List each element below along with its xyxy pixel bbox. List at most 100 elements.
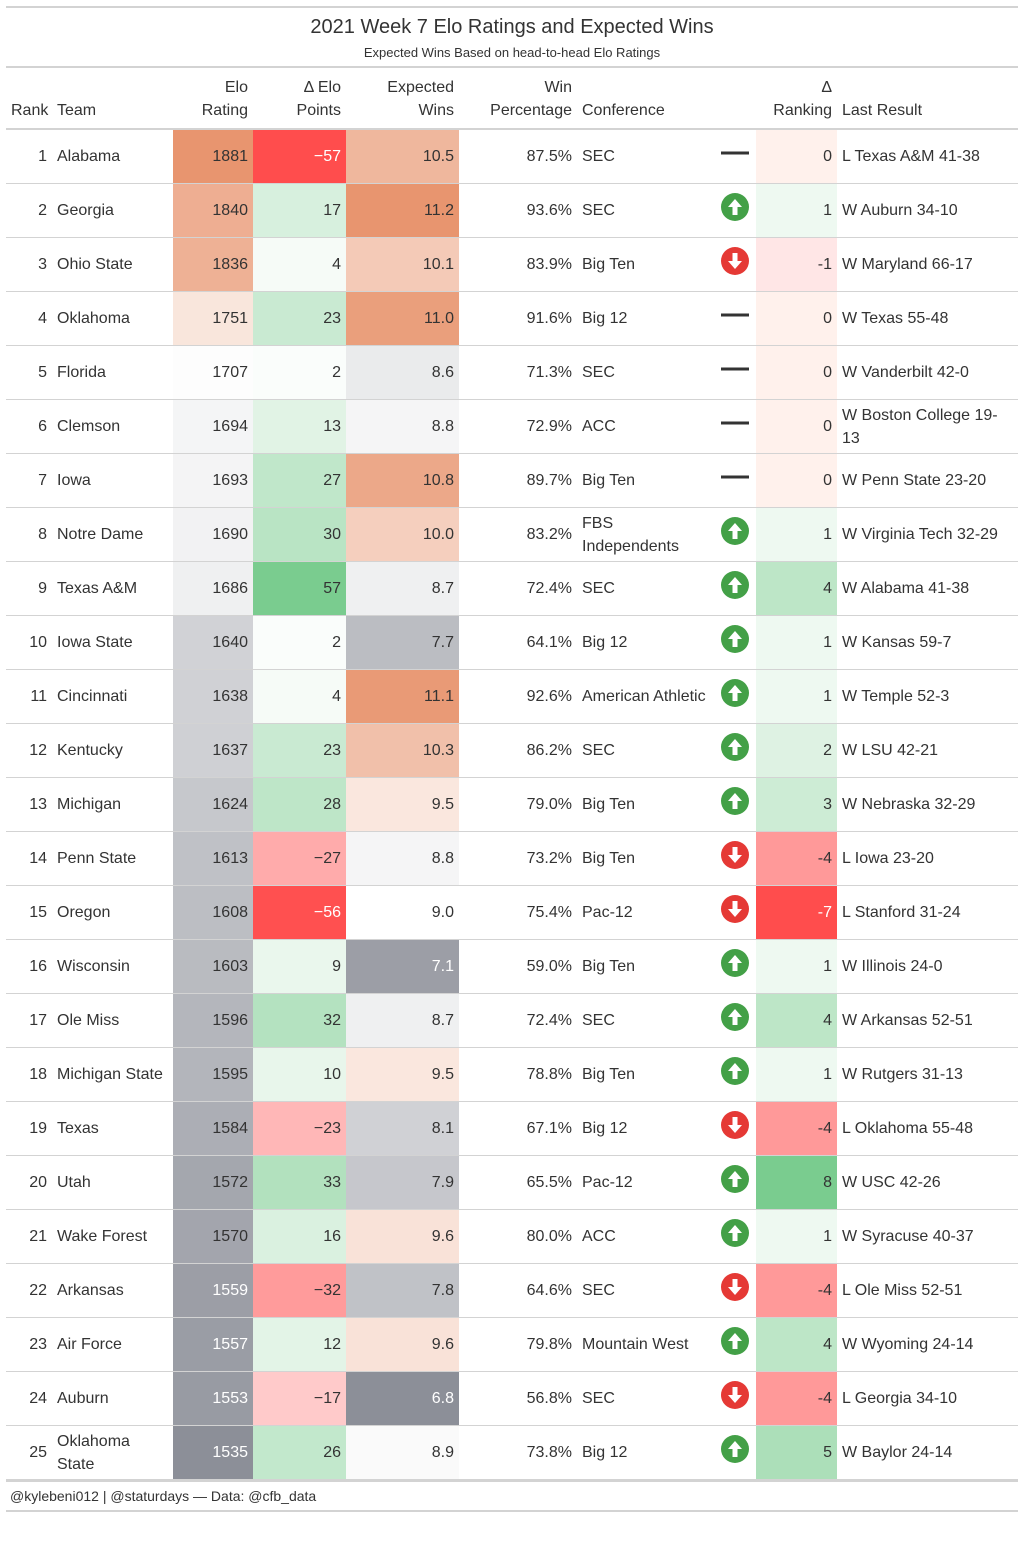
- trend-icon-cell: [714, 183, 756, 238]
- title: 2021 Week 7 Elo Ratings and Expected Win…: [310, 16, 714, 38]
- header-cell: Last Result: [837, 68, 1018, 130]
- dash-icon: [721, 313, 749, 317]
- table-row: 6 Clemson 1694 13 8.8 72.9% ACC 0 W Boston Colle…: [6, 399, 1018, 454]
- table-cell: 4: [6, 291, 52, 346]
- up-arrow-icon: [721, 787, 749, 815]
- table-row: 13 Michigan 1624 28 9.5 79.0% Big Ten 3 W Nebras…: [6, 777, 1018, 832]
- trend-icon-cell: [714, 1371, 756, 1426]
- table-cell: 2: [253, 345, 346, 400]
- table-cell: 23: [6, 1317, 52, 1372]
- table-cell: 9: [253, 939, 346, 994]
- table-cell: 1613: [173, 831, 253, 886]
- table-cell: 23: [253, 723, 346, 778]
- header-label: Elo: [224, 79, 248, 96]
- table-cell: 20: [6, 1155, 52, 1210]
- table-cell: 1553: [173, 1371, 253, 1426]
- table-cell: Air Force: [52, 1317, 173, 1372]
- table-cell: Kentucky: [52, 723, 173, 778]
- table-cell: 21: [6, 1209, 52, 1264]
- table-cell: 30: [253, 507, 346, 562]
- table-cell: 3: [6, 237, 52, 292]
- table-cell: W Baylor 24-14: [837, 1425, 1018, 1480]
- table-cell: 10.1: [346, 237, 459, 292]
- table-cell: 57: [253, 561, 346, 616]
- table-cell: L Georgia 34-10: [837, 1371, 1018, 1426]
- header-label: Δ Elo: [303, 79, 341, 96]
- header-cell: Win Percentage: [459, 68, 577, 130]
- trend-icon-cell: [714, 345, 756, 400]
- table-cell: 19: [6, 1101, 52, 1156]
- table-cell: 1: [756, 1209, 837, 1264]
- table-cell: 18: [6, 1047, 52, 1102]
- table-cell: Big Ten: [577, 777, 714, 832]
- table-cell: Iowa State: [52, 615, 173, 670]
- header-cell: Expected Wins: [346, 68, 459, 130]
- table-cell: 12: [6, 723, 52, 778]
- header-label: Rank: [11, 102, 49, 119]
- table-row: 24 Auburn 1553 −17 6.8 56.8% SEC -4 L Georgia 34…: [6, 1371, 1018, 1426]
- table-cell: Pac-12: [577, 885, 714, 940]
- table-cell: −32: [253, 1263, 346, 1318]
- table-cell: 72.4%: [459, 561, 577, 616]
- table-cell: 6.8: [346, 1371, 459, 1426]
- table-cell: 0: [756, 453, 837, 508]
- up-arrow-icon: [721, 1435, 749, 1463]
- header-label: Ranking: [773, 102, 832, 119]
- table-cell: 83.2%: [459, 507, 577, 562]
- table-row: 16 Wisconsin 1603 9 7.1 59.0% Big Ten 1 W Illino…: [6, 939, 1018, 994]
- table-row: 8 Notre Dame 1690 30 10.0 83.2% FBS Independen…: [6, 507, 1018, 562]
- table-cell: 4: [756, 1317, 837, 1372]
- table-cell: Big 12: [577, 1101, 714, 1156]
- table-cell: 8.7: [346, 561, 459, 616]
- table-cell: Big Ten: [577, 237, 714, 292]
- table-cell: 26: [253, 1425, 346, 1480]
- header-cell: Δ Ranking: [756, 68, 837, 130]
- table-cell: 1: [756, 939, 837, 994]
- table-cell: FBS Independents: [577, 507, 714, 562]
- table-cell: Michigan State: [52, 1047, 173, 1102]
- table-cell: 9.0: [346, 885, 459, 940]
- up-arrow-icon: [721, 1219, 749, 1247]
- dash-icon: [721, 151, 749, 155]
- table-cell: 8.8: [346, 831, 459, 886]
- table-cell: 2: [253, 615, 346, 670]
- table-row: 1 Alabama 1881 −57 10.5 87.5% SEC 0 L Texas A&M …: [6, 129, 1018, 184]
- trend-icon-cell: [714, 939, 756, 994]
- table-cell: 1557: [173, 1317, 253, 1372]
- table-cell: Ole Miss: [52, 993, 173, 1048]
- dash-icon: [721, 475, 749, 479]
- table-cell: 9.6: [346, 1209, 459, 1264]
- table-cell: W Vanderbilt 42-0: [837, 345, 1018, 400]
- table-cell: 1608: [173, 885, 253, 940]
- table-cell: W Kansas 59-7: [837, 615, 1018, 670]
- table-cell: Texas A&M: [52, 561, 173, 616]
- table-cell: 8.8: [346, 399, 459, 454]
- table-cell: 83.9%: [459, 237, 577, 292]
- header-cell: Rank: [6, 68, 52, 130]
- table-cell: W LSU 42-21: [837, 723, 1018, 778]
- table-row: 15 Oregon 1608 −56 9.0 75.4% Pac-12 -7 L Stanfor…: [6, 885, 1018, 940]
- trend-icon-cell: [714, 1101, 756, 1156]
- table-cell: 7.7: [346, 615, 459, 670]
- table-cell: 3: [756, 777, 837, 832]
- table-cell: 23: [253, 291, 346, 346]
- dash-icon: [721, 367, 749, 371]
- table-cell: 0: [756, 345, 837, 400]
- table-cell: 8.9: [346, 1425, 459, 1480]
- table-cell: 72.4%: [459, 993, 577, 1048]
- trend-icon-cell: [714, 1263, 756, 1318]
- table-cell: 73.8%: [459, 1425, 577, 1480]
- table-cell: W USC 42-26: [837, 1155, 1018, 1210]
- table-cell: 92.6%: [459, 669, 577, 724]
- header-cell: [714, 68, 756, 130]
- table-cell: Clemson: [52, 399, 173, 454]
- table-cell: 1559: [173, 1263, 253, 1318]
- table-cell: 0: [756, 129, 837, 184]
- table-row: 18 Michigan State 1595 10 9.5 78.8% Big Ten 1 W …: [6, 1047, 1018, 1102]
- table-cell: 1624: [173, 777, 253, 832]
- table-cell: 59.0%: [459, 939, 577, 994]
- up-arrow-icon: [721, 1003, 749, 1031]
- table-cell: SEC: [577, 183, 714, 238]
- trend-icon-cell: [714, 831, 756, 886]
- table-row: 11 Cincinnati 1638 4 11.1 92.6% American Athle…: [6, 669, 1018, 724]
